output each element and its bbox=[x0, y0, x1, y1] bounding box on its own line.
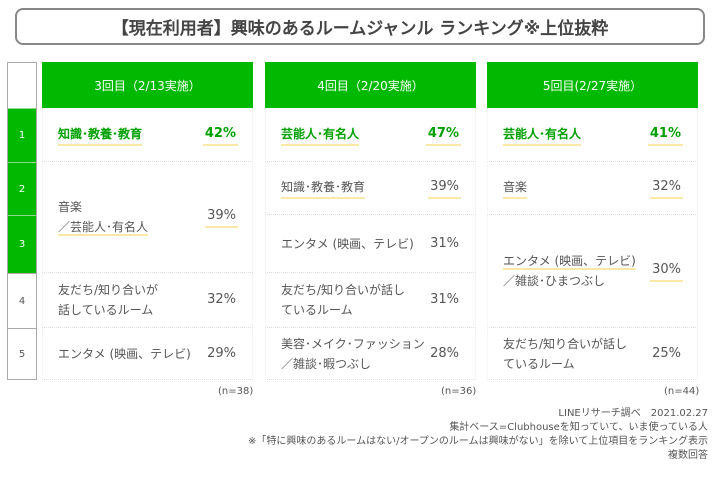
column-header: 3回目（2/13実施） bbox=[42, 62, 253, 108]
rank-column: 1 2 3 4 5 bbox=[7, 62, 37, 380]
row-label: 話しているルーム bbox=[58, 303, 154, 317]
row-label: 美容･メイク･ファッション bbox=[281, 336, 425, 351]
round-3-column: 3回目（2/13実施） 知識･教養･教育 42% 音楽 ／芸能人･有名人 39% 友だ… bbox=[42, 62, 253, 380]
ranking-row: 芸能人･有名人 47% bbox=[265, 108, 476, 162]
source-note: LINEリサーチ調べ 2021.02.27 bbox=[558, 408, 708, 419]
row-percent: 29% bbox=[207, 345, 236, 361]
ranking-row: 美容･メイク･ファッション ／雑談･暇つぶし 28% bbox=[265, 328, 476, 380]
ranking-row: 音楽 32% bbox=[487, 162, 698, 215]
row-percent: 32% bbox=[650, 177, 683, 199]
row-percent: 32% bbox=[207, 292, 236, 307]
row-percent: 31% bbox=[430, 292, 459, 307]
row-label: ／雑談･暇つぶし bbox=[281, 356, 372, 371]
row-label: 友だち/知り合いが bbox=[58, 283, 159, 297]
ranking-row: 友だち/知り合いが 話しているルーム 32% bbox=[42, 273, 253, 328]
row-label: 知識･教養･教育 bbox=[281, 177, 366, 199]
sample-size: (n=44) bbox=[664, 386, 700, 397]
row-label: 音楽 bbox=[58, 200, 83, 214]
row-percent: 41% bbox=[647, 124, 683, 146]
round-4-column: 4回目（2/20実施） 芸能人･有名人 47% 知識･教養･教育 39% エンタメ … bbox=[265, 62, 476, 380]
row-label: エンタメ (映画、テレビ) bbox=[281, 236, 414, 251]
row-label: 音楽 bbox=[503, 177, 528, 199]
row-label: ／芸能人･有名人 bbox=[58, 220, 149, 236]
ranking-row: 知識･教養･教育 42% bbox=[42, 108, 253, 162]
exclusion-note: ※「特に興味のあるルームはない/オープンのルームは興味がない」を除いて上位項目を… bbox=[248, 436, 708, 447]
sample-size: (n=38) bbox=[218, 386, 254, 397]
ranking-row: 音楽 ／芸能人･有名人 39% bbox=[42, 162, 253, 273]
row-percent: 28% bbox=[430, 345, 459, 361]
sample-size: (n=36) bbox=[441, 386, 477, 397]
round-5-column: 5回目(2/27実施） 芸能人･有名人 41% 音楽 32% エンタメ (映画、テレ… bbox=[487, 62, 698, 380]
rank-header bbox=[8, 62, 36, 108]
rank-5: 5 bbox=[8, 328, 36, 380]
row-percent: 39% bbox=[205, 206, 238, 228]
row-percent: 25% bbox=[652, 345, 681, 361]
ranking-row: 知識･教養･教育 39% bbox=[265, 162, 476, 215]
ranking-row: 芸能人･有名人 41% bbox=[487, 108, 698, 162]
ranking-row: エンタメ (映画、テレビ) 31% bbox=[265, 215, 476, 273]
row-label: 知識･教養･教育 bbox=[58, 124, 143, 146]
row-label: 友だち/知り合いが話し bbox=[281, 283, 406, 297]
row-label: ているルーム bbox=[281, 303, 353, 317]
row-label: エンタメ (映画、テレビ) bbox=[58, 346, 191, 361]
row-label: 芸能人･有名人 bbox=[281, 124, 360, 146]
row-percent: 47% bbox=[425, 124, 461, 146]
rank-2: 2 bbox=[8, 162, 36, 215]
rank-4: 4 bbox=[8, 273, 36, 328]
base-note: 集計ベース=Clubhouseを知っていて、いま使っている人 bbox=[449, 422, 708, 433]
row-label: 友だち/知り合いが話し bbox=[503, 336, 628, 351]
column-header: 4回目（2/20実施） bbox=[265, 62, 476, 108]
row-label: ているルーム bbox=[503, 356, 575, 371]
row-percent: 30% bbox=[650, 260, 683, 282]
rank-1: 1 bbox=[8, 108, 36, 162]
ranking-row: エンタメ (映画、テレビ) ／雑談･ひまつぶし 30% bbox=[487, 215, 698, 328]
row-label: ／雑談･ひまつぶし bbox=[503, 274, 606, 288]
multiple-answer-note: 複数回答 bbox=[668, 450, 708, 461]
ranking-row: エンタメ (映画、テレビ) 29% bbox=[42, 328, 253, 380]
ranking-row: 友だち/知り合いが話し ているルーム 25% bbox=[487, 328, 698, 380]
row-label: エンタメ (映画、テレビ) bbox=[503, 254, 636, 270]
row-percent: 42% bbox=[202, 124, 238, 146]
row-percent: 31% bbox=[430, 235, 459, 251]
page-title: 【現在利用者】興味のあるルームジャンル ランキング※上位抜粋 bbox=[15, 8, 705, 45]
ranking-row: 友だち/知り合いが話し ているルーム 31% bbox=[265, 273, 476, 328]
column-header: 5回目(2/27実施） bbox=[487, 62, 698, 108]
row-label: 芸能人･有名人 bbox=[503, 124, 582, 146]
row-percent: 39% bbox=[428, 177, 461, 199]
rank-3: 3 bbox=[8, 215, 36, 273]
